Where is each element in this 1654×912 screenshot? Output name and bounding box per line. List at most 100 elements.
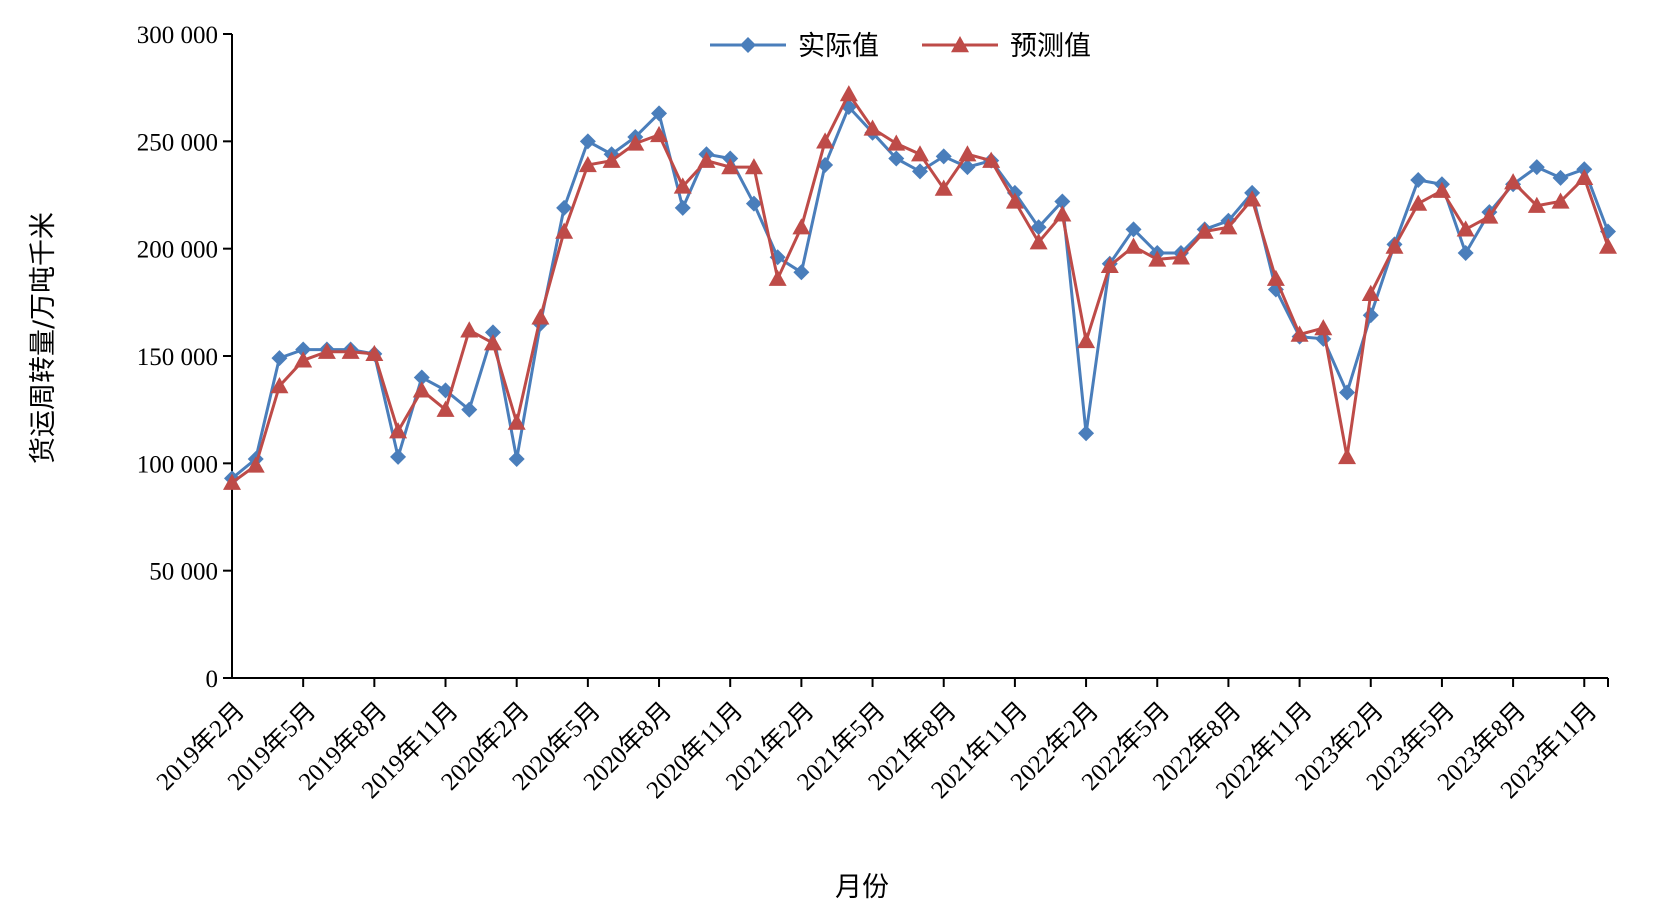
data-point: [1385, 237, 1404, 254]
data-point: [768, 269, 787, 286]
data-point: [697, 151, 716, 168]
data-point: [959, 159, 976, 176]
data-point: [1219, 218, 1238, 235]
data-point: [436, 400, 455, 417]
data-point: [1195, 222, 1214, 239]
data-point: [1290, 325, 1309, 342]
data-point: [887, 134, 906, 151]
data-point: [507, 413, 526, 430]
data-point: [745, 195, 762, 212]
data-point: [555, 222, 574, 239]
y-tick-label: 100 000: [137, 451, 218, 478]
data-point: [531, 308, 550, 325]
legend-item: 预测值: [922, 31, 1091, 62]
data-point: [1552, 169, 1569, 186]
data-point: [1551, 192, 1570, 209]
data-point: [579, 133, 596, 150]
data-point: [673, 177, 692, 194]
data-point: [816, 132, 835, 149]
data-point: [1480, 207, 1499, 224]
data-point: [1077, 331, 1096, 349]
data-point: [1100, 256, 1119, 274]
data-point: [1124, 237, 1143, 254]
data-point: [911, 145, 929, 162]
data-point: [1432, 181, 1451, 198]
data-point: [1053, 205, 1072, 222]
data-point: [460, 321, 479, 338]
data-point: [317, 342, 336, 359]
y-axis-ticks: 0 50 000 100 000 150 000 200 000 250 000 300 0…: [137, 22, 232, 693]
data-point: [295, 341, 312, 358]
data-point: [1504, 173, 1523, 190]
legend-marker: [740, 37, 756, 53]
data-point: [958, 145, 977, 162]
legend-item: 实际值: [710, 31, 879, 62]
y-tick-label: 300 000: [137, 22, 218, 49]
data-point: [341, 342, 360, 359]
data-point: [1054, 193, 1071, 210]
data-point: [602, 151, 621, 168]
data-point: [1339, 384, 1356, 401]
data-point: [1457, 244, 1474, 261]
legend-marker: [951, 36, 969, 53]
data-point: [1338, 447, 1357, 465]
data-point: [1410, 171, 1427, 188]
data-point: [270, 377, 289, 394]
series-line: [231, 104, 1610, 480]
data-point: [1125, 221, 1142, 238]
data-point: [483, 334, 502, 351]
legend-label: 实际值: [798, 31, 879, 62]
data-point: [1409, 194, 1428, 211]
data-point: [1314, 319, 1333, 336]
data-point: [389, 422, 408, 439]
data-point: [1528, 159, 1545, 176]
data-point: [650, 125, 669, 143]
data-point: [626, 134, 645, 151]
data-point: [413, 369, 430, 386]
legend-label: 预测值: [1010, 31, 1091, 62]
data-point: [1029, 233, 1048, 250]
data-point: [1599, 237, 1617, 254]
legend: 实际值 预测值: [710, 31, 1091, 62]
data-point: [271, 350, 288, 367]
data-point: [484, 324, 501, 341]
data-point: [1005, 192, 1024, 209]
data-point: [578, 155, 597, 173]
data-point: [1361, 284, 1380, 301]
data-point: [935, 148, 952, 165]
data-point: [556, 199, 573, 216]
data-point: [934, 179, 953, 196]
x-axis-title: 月份: [835, 872, 889, 903]
data-point: [1362, 307, 1379, 324]
y-tick-label: 200 000: [137, 237, 218, 264]
data-point: [1030, 219, 1047, 236]
data-point: [982, 151, 1001, 168]
y-axis-title: 货运周转量/万吨千米: [28, 212, 59, 464]
data-point: [863, 119, 882, 136]
y-tick-label: 150 000: [137, 344, 218, 371]
data-point: [1078, 425, 1095, 442]
series-layer: [223, 85, 1617, 490]
data-point: [1243, 190, 1262, 207]
data-point: [294, 351, 313, 368]
series-predicted: [223, 85, 1617, 490]
data-point: [1266, 269, 1285, 286]
data-point: [246, 456, 265, 473]
x-axis-ticks: 2019年2月2019年5月2019年8月2019年11月2020年2月2020…: [151, 678, 1609, 804]
data-point: [839, 85, 858, 102]
y-tick-label: 50 000: [149, 559, 218, 586]
axes: [231, 34, 1608, 679]
data-point: [508, 451, 525, 468]
data-point: [1575, 168, 1594, 186]
data-point: [912, 163, 928, 180]
data-point: [674, 199, 691, 216]
data-point: [365, 344, 384, 362]
data-point: [412, 381, 431, 398]
data-point: [390, 448, 407, 465]
data-point: [1527, 196, 1546, 213]
data-point: [1171, 248, 1190, 265]
data-point: [721, 158, 740, 175]
data-point: [651, 105, 668, 122]
data-point: [461, 401, 478, 418]
